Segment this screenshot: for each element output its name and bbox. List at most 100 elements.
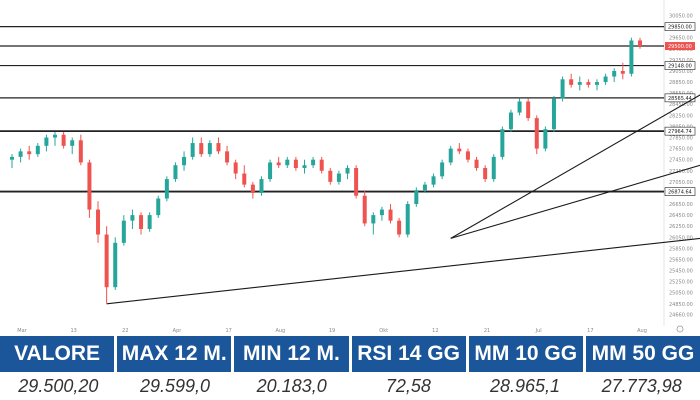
candle-body (44, 137, 49, 146)
candle-body (27, 151, 32, 155)
trendline (450, 164, 700, 239)
x-tick-label: Jul (535, 328, 542, 334)
candle-body (225, 151, 230, 163)
candle-body (207, 143, 212, 155)
level-label-box (664, 126, 696, 136)
candle-body (474, 159, 479, 168)
candle-body (534, 118, 539, 149)
candle-body (603, 76, 608, 83)
candle-body (250, 184, 255, 193)
level-label-box (664, 61, 696, 70)
y-tick-label: 26250.00 (669, 224, 693, 230)
candle-body (560, 79, 565, 99)
candle-body (371, 215, 376, 224)
candle-body (10, 156, 14, 160)
x-tick-label: 17 (587, 328, 593, 334)
y-tick-label: 28250.00 (669, 113, 693, 119)
candle-body (345, 168, 350, 174)
candle-body (130, 215, 135, 221)
level-label-box (664, 22, 696, 31)
value-mm-50gg: 27.773,98 (583, 372, 700, 400)
level-label: 29148.00 (668, 64, 692, 70)
y-tick-label: 25050.00 (669, 291, 693, 297)
level-label: 27964.74 (668, 129, 692, 135)
trendline (106, 237, 700, 305)
header-max-12m: MAX 12 M. (117, 336, 235, 372)
value-rsi-14gg: 72,58 (350, 372, 467, 400)
x-tick-label: 12 (432, 328, 438, 334)
candle-body (70, 140, 75, 146)
x-tick-label: 19 (329, 328, 335, 334)
y-tick-label: 26650.00 (669, 202, 693, 208)
candle-body (87, 162, 92, 210)
level-label: 28565.44 (668, 96, 692, 102)
x-tick-label: Mar (17, 328, 27, 334)
x-tick-label: Okt (379, 328, 388, 334)
level-label-box (665, 42, 695, 51)
header-valore: VALORE (0, 336, 118, 372)
y-tick-label: 27250.00 (669, 169, 693, 175)
candle-body (422, 184, 427, 191)
candle-body (35, 145, 40, 155)
candle-body (500, 129, 505, 157)
header-mm-10gg: MM 10 GG (468, 336, 586, 372)
value-max-12m: 29.599,0 (116, 372, 234, 400)
candle-body (612, 70, 617, 77)
y-tick-label: 24850.00 (669, 302, 693, 308)
candle-body (199, 143, 204, 155)
candle-body (233, 162, 238, 174)
candle-body (190, 143, 195, 157)
value-mm-10gg: 28.965,1 (466, 372, 584, 400)
candle-body (18, 151, 23, 157)
candle-body (483, 168, 488, 180)
candle-body (53, 134, 58, 138)
candle-body (147, 215, 152, 229)
stats-table: VALORE MAX 12 M. MIN 12 M. RSI 14 GG MM … (0, 336, 700, 400)
candle-body (285, 159, 290, 166)
y-tick-label: 29250.00 (669, 58, 693, 64)
candle-body (164, 179, 169, 199)
y-tick-label: 29050.00 (669, 69, 693, 75)
y-tick-label: 29650.00 (669, 36, 693, 42)
y-tick-label: 25650.00 (669, 257, 693, 263)
level-label: 26874.64 (668, 190, 692, 196)
candle-body (551, 98, 556, 130)
y-tick-label: 26450.00 (669, 213, 693, 219)
settings-gear-icon (676, 325, 684, 333)
candle-body (276, 162, 281, 166)
candle-body (491, 156, 496, 180)
candle-body (354, 168, 359, 196)
candle-body (620, 70, 625, 74)
level-label: 29850.00 (668, 25, 692, 31)
y-tick-label: 27850.00 (669, 136, 693, 142)
candle-body (259, 179, 264, 193)
candle-body (638, 40, 642, 47)
candle-body (586, 82, 591, 85)
candle-body (448, 148, 453, 163)
candle-body (414, 190, 419, 205)
y-tick-label: 24660.00 (669, 312, 693, 318)
candle-body (96, 209, 101, 235)
candle-body (328, 170, 333, 182)
x-tick-label: 21 (484, 328, 490, 334)
candle-body (457, 148, 462, 152)
x-tick-label: Aug (275, 328, 285, 334)
candle-body (517, 101, 522, 113)
candle-body (173, 165, 178, 180)
candle-body (465, 151, 470, 160)
candle-body (78, 140, 83, 163)
stock-chart: 24660.00 24850.00 25050.00 25250.00 25450.00… (0, 0, 700, 334)
candle-body (543, 129, 548, 149)
trendline (450, 94, 700, 239)
level-label-box (664, 187, 696, 196)
candle-body (379, 209, 384, 216)
y-tick-label: 28850.00 (669, 80, 693, 86)
candle-body (336, 173, 341, 182)
header-mm-50gg: MM 50 GG (585, 336, 700, 372)
candle-body (113, 242, 118, 288)
stats-value-row: 29.500,20 29.599,0 20.183,0 72,58 28.965… (0, 372, 700, 400)
y-tick-label: 28450.00 (669, 102, 693, 108)
candle-body (242, 173, 247, 185)
candle-body (156, 198, 161, 216)
y-tick-label: 25850.00 (669, 246, 693, 252)
